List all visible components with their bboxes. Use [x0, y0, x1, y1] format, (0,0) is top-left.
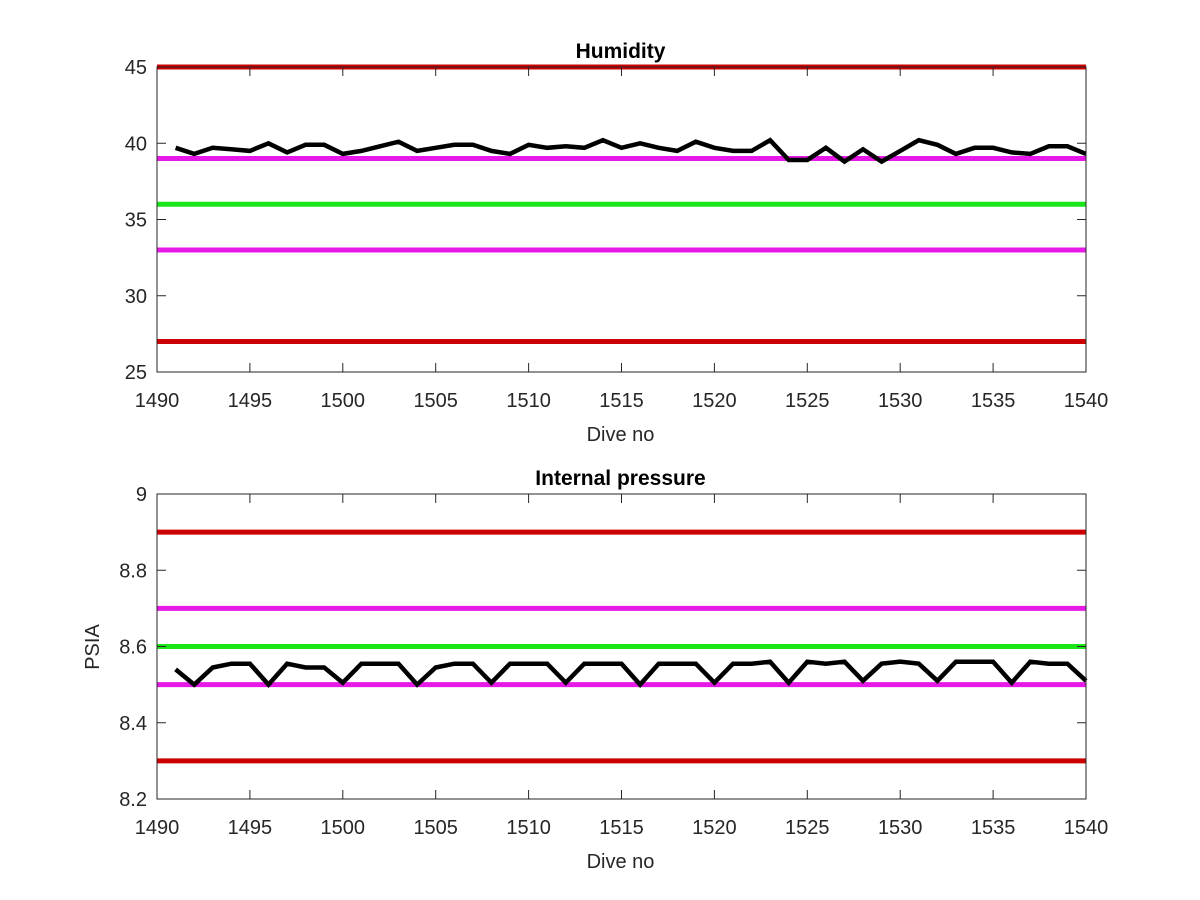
- y-tick-label: 9: [136, 484, 147, 506]
- x-tick-label: 1535: [971, 390, 1016, 412]
- x-tick-label: 1540: [1064, 817, 1109, 839]
- y-tick-label: 40: [125, 133, 147, 155]
- x-tick-label: 1495: [228, 390, 273, 412]
- x-tick-label: 1515: [599, 817, 644, 839]
- x-tick-label: 1525: [785, 390, 830, 412]
- x-tick-label: 1535: [971, 817, 1016, 839]
- chart-title: Humidity: [576, 40, 666, 63]
- x-tick-label: 1530: [878, 817, 923, 839]
- x-axis-label: Dive no: [587, 424, 655, 446]
- y-tick-label: 25: [125, 362, 147, 384]
- data-series-line: [174, 659, 1088, 688]
- x-axis-label: Dive no: [587, 851, 655, 873]
- internal-pressure-subplot: Internal pressure Dive no PSIA 1490 1495 1…: [82, 467, 1108, 873]
- x-tick-label: 1510: [506, 390, 551, 412]
- x-tick-label: 1495: [228, 817, 273, 839]
- y-tick-label: 8.6: [119, 637, 147, 659]
- x-tick-label: 1500: [321, 390, 366, 412]
- x-tick-label: 1490: [135, 390, 180, 412]
- y-tick-label: 8.4: [119, 713, 147, 735]
- y-tick-label: 8.8: [119, 560, 147, 582]
- y-tick-label: 35: [125, 210, 147, 232]
- humidity-subplot: Humidity Dive no 1490 1495 1500 1505 1510 151…: [125, 40, 1109, 446]
- x-tick-label: 1490: [135, 817, 180, 839]
- chart-title: Internal pressure: [535, 467, 705, 490]
- x-tick-label: 1515: [599, 390, 644, 412]
- x-tick-label: 1510: [506, 817, 551, 839]
- x-tick-label: 1540: [1064, 390, 1109, 412]
- x-tick-label: 1520: [692, 390, 737, 412]
- x-tick-label: 1530: [878, 390, 923, 412]
- x-tick-label: 1525: [785, 817, 830, 839]
- x-tick-label: 1500: [321, 817, 366, 839]
- x-tick-label: 1520: [692, 817, 737, 839]
- x-tick-label: 1505: [413, 817, 458, 839]
- y-tick-label: 45: [125, 57, 147, 79]
- y-tick-label: 8.2: [119, 789, 147, 811]
- y-axis-label: PSIA: [82, 624, 104, 670]
- x-tick-label: 1505: [413, 390, 458, 412]
- y-tick-label: 30: [125, 286, 147, 308]
- data-series-line: [174, 137, 1087, 165]
